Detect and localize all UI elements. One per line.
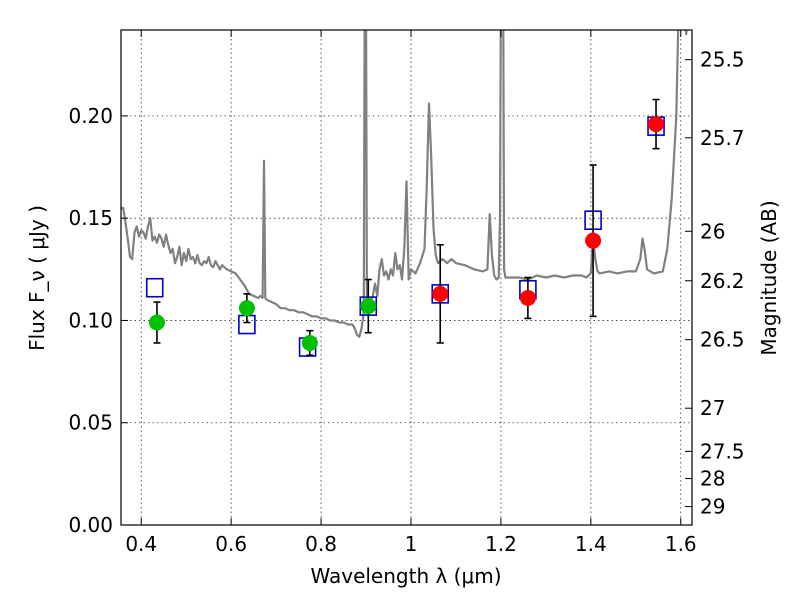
x-tick-label: 0.4	[125, 532, 157, 556]
axis-ticks: 0.4 0.6 0.8 1 1.2 1.4 1.6 0.00 0.05 0.10 0.15 0.20 2…	[68, 30, 745, 556]
y2-tick-label: 26.2	[700, 269, 745, 293]
y-tick-label: 0.00	[68, 513, 113, 537]
grid	[121, 30, 692, 525]
x-tick-label: 1.2	[485, 532, 517, 556]
x-axis-title: Wavelength λ (μm)	[310, 564, 501, 588]
y2-tick-label: 25.5	[700, 48, 745, 72]
plot-frame	[120, 29, 693, 526]
y2-tick-label: 27	[700, 396, 725, 420]
x-tick-label: 0.6	[215, 532, 247, 556]
x-tick-label: 0.8	[305, 532, 337, 556]
observed-red-point	[432, 285, 449, 302]
y2-axis-title: Magnitude (AB)	[757, 200, 781, 355]
y-axis-title: Flux F_ν ( μJy )	[25, 205, 49, 351]
observed-green-point	[238, 300, 255, 317]
y-tick-label: 0.20	[68, 104, 113, 128]
y2-tick-label: 29	[700, 495, 725, 519]
data-points	[145, 98, 665, 357]
observed-green-point	[148, 314, 165, 331]
x-tick-label: 1.4	[575, 532, 607, 556]
observed-red-point	[519, 289, 536, 306]
y2-tick-label: 28	[700, 467, 725, 491]
y-tick-label: 0.10	[68, 308, 113, 332]
observed-green-point	[360, 298, 377, 315]
x-tick-label: 1.6	[665, 532, 697, 556]
y2-tick-label: 27.5	[700, 439, 745, 463]
y-tick-label: 0.15	[68, 206, 113, 230]
model-box-marker	[145, 277, 164, 298]
y2-tick-label: 26	[700, 219, 725, 243]
observed-green-point	[301, 334, 318, 351]
x-tick-label: 1	[405, 532, 418, 556]
y2-tick-label: 26.5	[700, 328, 745, 352]
model-spectrum-line	[121, 30, 688, 338]
observed-red-point	[585, 232, 602, 249]
observed-red-point	[648, 116, 665, 133]
y-tick-label: 0.05	[68, 411, 113, 435]
model-spectrum	[121, 30, 688, 338]
y2-tick-label: 25.7	[700, 126, 745, 150]
